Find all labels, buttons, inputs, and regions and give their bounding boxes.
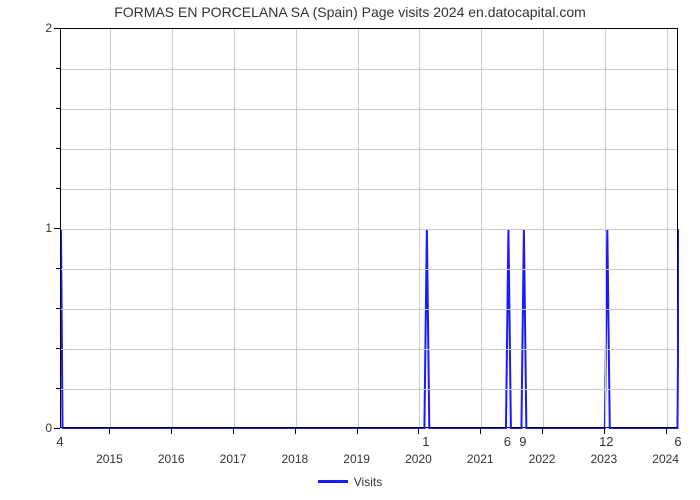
x-tick-mark	[357, 428, 358, 434]
x-tick-label-year: 2024	[652, 452, 679, 466]
x-tick-label-year: 2022	[529, 452, 556, 466]
x-tick-label-year: 2021	[467, 452, 494, 466]
y-tick-label: 1	[32, 221, 52, 235]
y-tick-label: 2	[32, 21, 52, 35]
legend-swatch	[318, 480, 348, 483]
y-tick-mark-minor	[56, 268, 60, 269]
y-tick-label: 0	[32, 421, 52, 435]
x-point-label: 9	[519, 434, 526, 449]
legend: Visits	[0, 472, 700, 489]
gridline-horizontal-minor	[61, 349, 677, 350]
x-tick-label-year: 2020	[405, 452, 432, 466]
plot-area	[60, 28, 678, 428]
x-tick-mark	[233, 428, 234, 434]
x-tick-label-year: 2017	[220, 452, 247, 466]
gridline-horizontal-minor	[61, 69, 677, 70]
legend-label: Visits	[354, 475, 382, 489]
gridline-horizontal-minor	[61, 109, 677, 110]
gridline-vertical	[543, 29, 544, 427]
x-tick-label-year: 2019	[343, 452, 370, 466]
x-tick-label-year: 2018	[281, 452, 308, 466]
x-point-label: 4	[56, 434, 63, 449]
gridline-horizontal-minor	[61, 309, 677, 310]
y-tick-mark-minor	[56, 188, 60, 189]
x-tick-mark	[542, 428, 543, 434]
x-tick-label-year: 2023	[590, 452, 617, 466]
gridline-horizontal-minor	[61, 389, 677, 390]
x-tick-mark	[666, 428, 667, 434]
x-point-label: 1	[422, 434, 429, 449]
gridline-horizontal-minor	[61, 189, 677, 190]
x-tick-mark	[109, 428, 110, 434]
gridline-horizontal-minor	[61, 149, 677, 150]
y-tick-mark	[54, 28, 60, 29]
y-tick-mark	[54, 228, 60, 229]
x-tick-label-year: 2016	[158, 452, 185, 466]
gridline-vertical	[605, 29, 606, 427]
y-tick-mark-minor	[56, 68, 60, 69]
x-point-label: 6	[504, 434, 511, 449]
y-tick-mark-minor	[56, 148, 60, 149]
gridline-vertical	[419, 29, 420, 427]
gridline-vertical	[296, 29, 297, 427]
gridline-vertical	[481, 29, 482, 427]
gridline-vertical	[234, 29, 235, 427]
gridline-horizontal	[61, 229, 677, 230]
chart-title: FORMAS EN PORCELANA SA (Spain) Page visi…	[0, 4, 700, 20]
chart-container: FORMAS EN PORCELANA SA (Spain) Page visi…	[0, 0, 700, 500]
x-tick-mark	[295, 428, 296, 434]
gridline-vertical	[667, 29, 668, 427]
gridline-vertical	[110, 29, 111, 427]
gridline-vertical	[172, 29, 173, 427]
x-tick-mark	[418, 428, 419, 434]
y-tick-mark-minor	[56, 348, 60, 349]
x-point-label: 6	[674, 434, 681, 449]
gridline-horizontal-minor	[61, 269, 677, 270]
x-tick-label-year: 2015	[96, 452, 123, 466]
y-tick-mark	[54, 428, 60, 429]
y-tick-mark-minor	[56, 308, 60, 309]
x-tick-mark	[171, 428, 172, 434]
gridline-vertical	[358, 29, 359, 427]
y-tick-mark-minor	[56, 388, 60, 389]
x-tick-mark	[480, 428, 481, 434]
y-tick-mark-minor	[56, 108, 60, 109]
x-point-label: 12	[599, 434, 613, 449]
